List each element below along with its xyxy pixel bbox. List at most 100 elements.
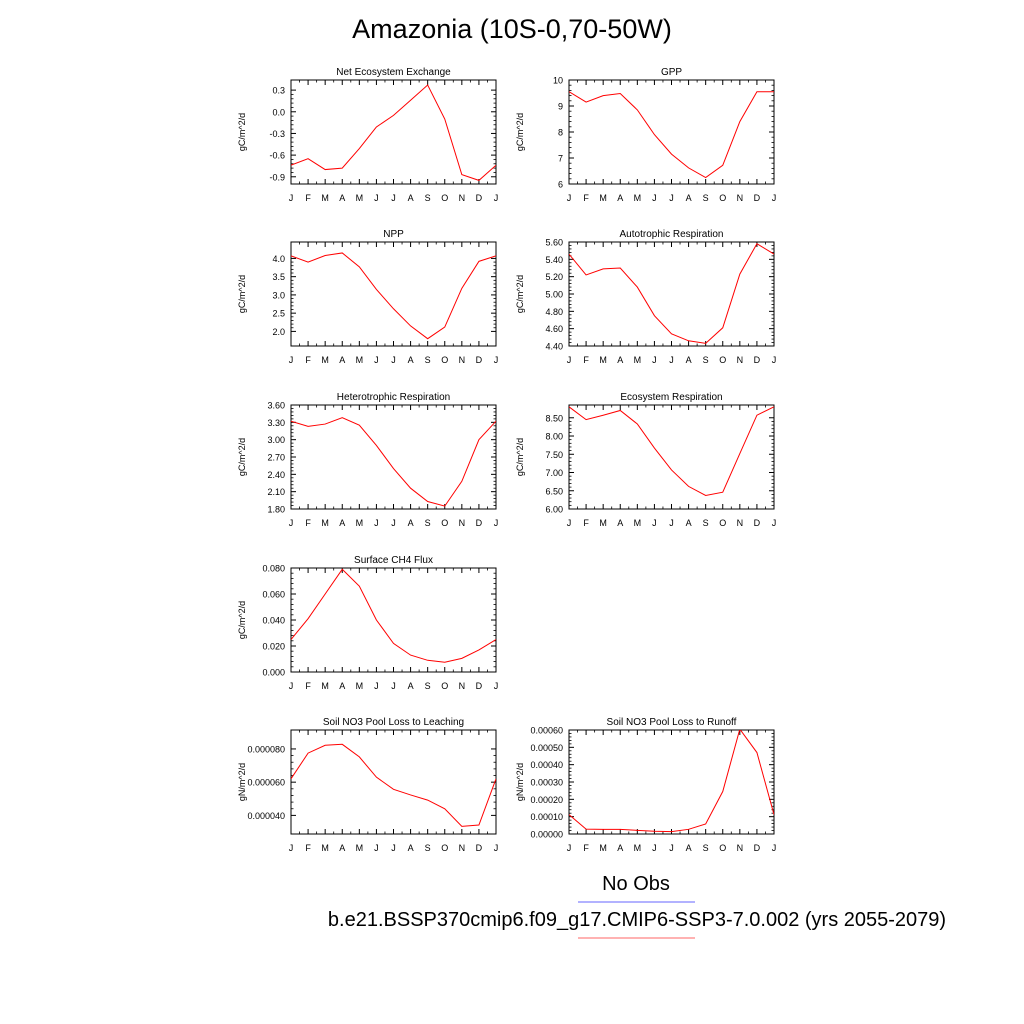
y-tick-label: 0.00050: [530, 743, 563, 753]
x-tick-label: F: [305, 193, 311, 203]
x-tick-label: F: [583, 355, 589, 365]
x-tick-label: J: [567, 355, 572, 365]
x-tick-label: D: [476, 681, 483, 691]
x-tick-label: J: [494, 518, 499, 528]
x-tick-label: A: [617, 843, 623, 853]
x-tick-label: D: [476, 355, 483, 365]
x-tick-label: J: [652, 355, 657, 365]
x-tick-label: A: [617, 518, 623, 528]
y-tick-label: 6.00: [545, 505, 563, 515]
y-tick-label: 0.00000: [530, 830, 563, 840]
series-line: [569, 406, 774, 497]
y-tick-label: 2.40: [267, 470, 285, 480]
x-tick-label: S: [425, 843, 431, 853]
y-axis-label: gC/m^2/d: [515, 113, 525, 151]
x-tick-label: J: [374, 355, 379, 365]
x-tick-label: M: [634, 355, 642, 365]
y-axis-label: gN/m^2/d: [515, 763, 525, 801]
x-tick-label: O: [441, 355, 448, 365]
panel-title: Soil NO3 Pool Loss to Runoff: [607, 717, 737, 728]
y-tick-label: 5.20: [545, 272, 563, 282]
plot-frame: [290, 404, 497, 510]
x-tick-label: J: [391, 518, 396, 528]
x-tick-label: J: [494, 193, 499, 203]
x-tick-label: O: [719, 355, 726, 365]
panel-title: Ecosystem Respiration: [620, 392, 722, 403]
x-tick-label: J: [494, 355, 499, 365]
y-tick-label: 5.60: [545, 238, 563, 248]
x-tick-label: A: [686, 355, 692, 365]
y-tick-label: 5.40: [545, 255, 563, 265]
y-tick-label: 10: [553, 76, 563, 86]
x-tick-label: S: [425, 193, 431, 203]
x-tick-label: J: [374, 843, 379, 853]
y-axis-label: gC/m^2/d: [237, 275, 247, 313]
x-tick-label: N: [737, 355, 744, 365]
y-tick-label: 0.060: [262, 590, 285, 600]
x-tick-label: A: [408, 843, 414, 853]
y-tick-label: 0.000060: [247, 778, 285, 788]
y-tick-label: 0.00060: [530, 726, 563, 736]
x-tick-label: F: [583, 518, 589, 528]
plot-frame: [568, 404, 775, 510]
panel-title: NPP: [383, 229, 404, 240]
x-tick-label: D: [754, 355, 761, 365]
x-tick-label: J: [772, 518, 777, 528]
x-tick-label: J: [772, 193, 777, 203]
x-tick-label: M: [356, 355, 364, 365]
y-axis-label: gC/m^2/d: [237, 113, 247, 151]
y-tick-label: 0.00040: [530, 760, 563, 770]
x-tick-label: N: [459, 681, 466, 691]
x-tick-label: M: [599, 193, 607, 203]
x-tick-label: M: [321, 518, 329, 528]
x-tick-label: N: [459, 843, 466, 853]
x-tick-label: A: [339, 355, 345, 365]
x-tick-label: M: [356, 681, 364, 691]
legend: No Obs b.e21.BSSP370cmip6.f09_g17.CMIP6-S…: [328, 873, 946, 939]
y-tick-label: 0.080: [262, 564, 285, 574]
y-axis-label: gC/m^2/d: [237, 601, 247, 639]
x-tick-label: M: [634, 843, 642, 853]
y-tick-label: 8.50: [545, 413, 563, 423]
x-tick-label: D: [754, 193, 761, 203]
x-tick-label: M: [356, 193, 364, 203]
series-line: [291, 743, 496, 827]
x-tick-label: J: [669, 843, 674, 853]
x-tick-label: N: [737, 843, 744, 853]
x-tick-label: F: [583, 193, 589, 203]
x-tick-label: O: [719, 193, 726, 203]
x-tick-label: A: [339, 193, 345, 203]
x-tick-label: A: [339, 681, 345, 691]
x-tick-label: A: [408, 518, 414, 528]
y-tick-label: 9: [558, 102, 563, 112]
x-tick-label: A: [408, 355, 414, 365]
x-tick-label: J: [652, 193, 657, 203]
figure-title: Amazonia (10S-0,70-50W): [352, 14, 672, 44]
y-tick-label: 0.000: [262, 668, 285, 678]
x-tick-label: A: [686, 843, 692, 853]
x-tick-label: M: [321, 843, 329, 853]
y-axis-label: gN/m^2/d: [237, 763, 247, 801]
x-tick-label: A: [617, 193, 623, 203]
x-tick-label: D: [754, 843, 761, 853]
x-tick-label: J: [289, 518, 294, 528]
y-tick-label: 3.5: [272, 272, 285, 282]
series-line: [291, 252, 496, 340]
x-tick-label: J: [391, 681, 396, 691]
x-tick-label: J: [374, 193, 379, 203]
x-tick-label: A: [408, 193, 414, 203]
y-tick-label: -0.9: [269, 172, 285, 182]
x-tick-label: A: [339, 843, 345, 853]
legend-obs-label: No Obs: [602, 873, 670, 895]
x-tick-label: J: [391, 843, 396, 853]
x-tick-label: S: [425, 681, 431, 691]
x-tick-label: O: [719, 518, 726, 528]
x-tick-label: D: [476, 843, 483, 853]
y-tick-label: 3.0: [272, 290, 285, 300]
